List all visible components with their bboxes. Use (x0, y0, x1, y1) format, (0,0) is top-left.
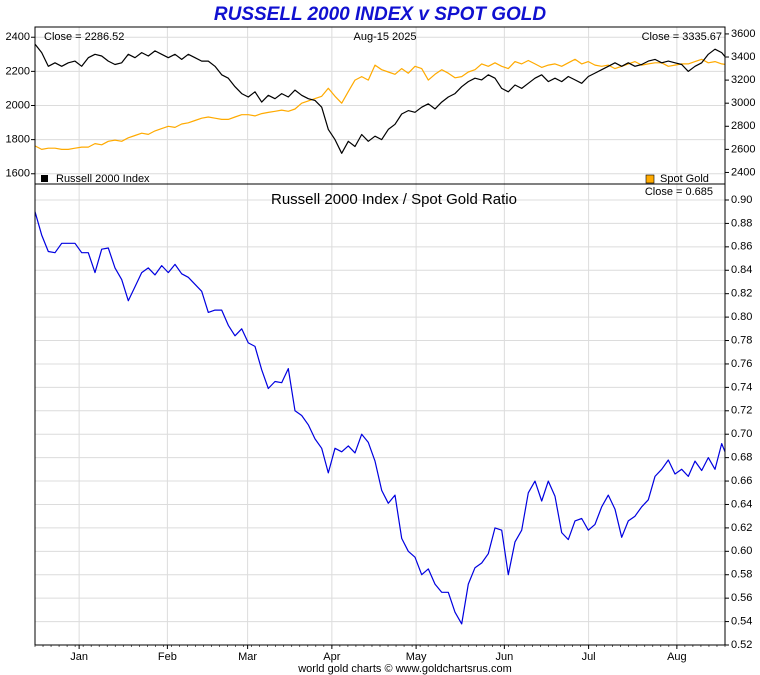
left-tick-label: 2400 (6, 31, 30, 43)
ratio-title: Russell 2000 Index / Spot Gold Ratio (271, 191, 517, 208)
footer-credit: world gold charts © www.goldchartsrus.co… (297, 663, 512, 675)
ratio-tick-label: 0.84 (731, 264, 752, 276)
left-tick-label: 1600 (6, 168, 30, 180)
bottom-panel-frame (34, 183, 726, 646)
ratio-tick-label: 0.86 (731, 241, 752, 253)
ratio-tick-label: 0.52 (731, 639, 752, 651)
bottom-series (34, 211, 726, 625)
right-tick-label: 3000 (731, 97, 755, 109)
ratio-close-label: Close = 0.685 (645, 186, 713, 198)
legend-russell-label: Russell 2000 Index (56, 173, 150, 185)
ratio-tick-label: 0.58 (731, 569, 752, 581)
ratio-tick-label: 0.56 (731, 592, 752, 604)
right-tick-label: 3200 (731, 74, 755, 86)
ratio-tick-label: 0.82 (731, 288, 752, 300)
ratio-tick-label: 0.60 (731, 545, 752, 557)
x-axis: Jan Feb Mar Apr May Jun Jul Aug (34, 645, 726, 663)
ratio-line (34, 211, 726, 625)
ratio-tick-label: 0.74 (731, 381, 752, 393)
ratio-tick-label: 0.66 (731, 475, 752, 487)
left-tick-label: 1800 (6, 134, 30, 146)
ratio-tick-label: 0.68 (731, 452, 752, 464)
right-tick-label: 3400 (731, 51, 755, 63)
ratio-tick-label: 0.88 (731, 217, 752, 229)
chart-title: RUSSELL 2000 INDEX v SPOT GOLD (214, 4, 547, 25)
legend-gold: Spot Gold (645, 173, 709, 185)
legend-russell-swatch (41, 175, 48, 182)
x-tick-label-jul: Jul (582, 651, 596, 663)
right-close-label: Close = 3335.67 (642, 31, 722, 43)
ratio-tick-label: 0.76 (731, 358, 752, 370)
top-left-axis: 1600 1800 2000 2200 2400 (6, 31, 35, 180)
x-tick-label-feb: Feb (158, 651, 177, 663)
ratio-tick-label: 0.78 (731, 334, 752, 346)
left-tick-label: 2000 (6, 99, 30, 111)
x-tick-label-mar: Mar (238, 651, 257, 663)
top-series (34, 43, 726, 154)
bottom-grid (35, 184, 725, 646)
right-tick-label: 2600 (731, 143, 755, 155)
ratio-tick-label: 0.90 (731, 194, 752, 206)
spot-gold-line (34, 58, 726, 150)
x-tick-label-apr: Apr (323, 651, 340, 663)
ratio-tick-label: 0.72 (731, 405, 752, 417)
x-tick-label-jan: Jan (70, 651, 88, 663)
bottom-panel: 0.52 0.54 0.56 0.58 0.60 0.62 0.64 0.66 0.68 0.70… (34, 183, 752, 651)
x-tick-label-jun: Jun (495, 651, 513, 663)
legend-russell: Russell 2000 Index (41, 173, 150, 185)
right-tick-label: 2800 (731, 120, 755, 132)
ratio-tick-label: 0.80 (731, 311, 752, 323)
ratio-tick-label: 0.70 (731, 428, 752, 440)
left-tick-label: 2200 (6, 65, 30, 77)
russell-2000-line (34, 43, 726, 154)
x-tick-label-aug: Aug (667, 651, 687, 663)
ratio-tick-label: 0.64 (731, 498, 752, 510)
legend-gold-swatch (645, 174, 655, 184)
legend-gold-label: Spot Gold (660, 173, 709, 185)
right-tick-label: 2400 (731, 166, 755, 178)
ratio-tick-label: 0.62 (731, 522, 752, 534)
top-grid (35, 27, 725, 184)
top-panel: 1600 1800 2000 2200 2400 2400 2600 2800 3000 320… (6, 26, 755, 185)
ratio-tick-label: 0.54 (731, 615, 752, 627)
top-right-axis: 2400 2600 2800 3000 3200 3400 3600 (725, 28, 755, 178)
x-tick-label-may: May (406, 651, 427, 663)
bottom-right-axis: 0.52 0.54 0.56 0.58 0.60 0.62 0.64 0.66 0.68 0.70… (725, 194, 752, 651)
left-close-label: Close = 2286.52 (44, 31, 124, 43)
right-tick-label: 3600 (731, 28, 755, 40)
date-label: Aug-15 2025 (354, 31, 417, 43)
